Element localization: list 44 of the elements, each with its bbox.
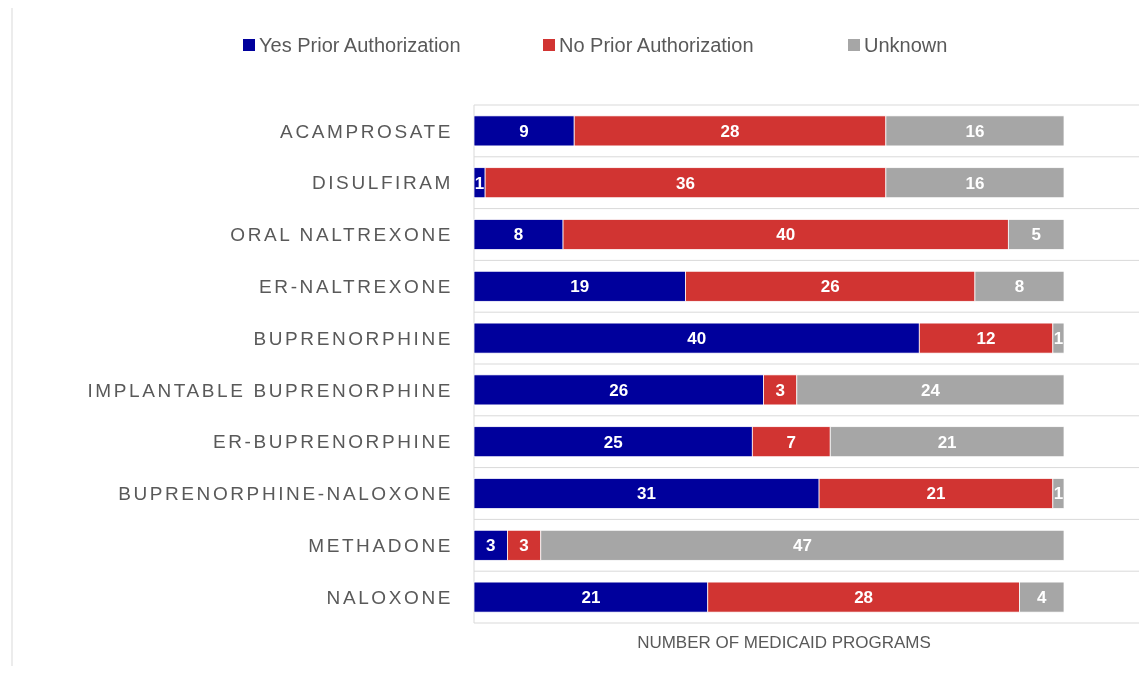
y-tick-label: ER-BUPRENORPHINE [212,431,453,453]
data-label: 3 [519,536,529,556]
data-label: 9 [519,121,529,141]
data-label: 8 [513,225,524,245]
y-tick-label: BUPRENORPHINE [253,327,453,349]
data-label: 25 [603,432,623,452]
legend-label: Yes Prior Authorization [259,34,461,56]
data-label: 26 [609,380,629,400]
data-label: 19 [570,277,590,297]
data-label: 4 [1037,588,1047,608]
data-label: 16 [965,173,985,193]
y-tick-label: ACAMPROSATE [280,120,453,142]
y-tick-label: IMPLANTABLE BUPRENORPHINE [87,379,453,401]
y-tick-label: ER-NALTREXONE [259,275,453,297]
y-tick-label: NALOXONE [326,586,453,608]
data-label: 28 [854,588,874,608]
data-label: 16 [965,121,985,141]
data-label: 40 [687,329,707,349]
data-label: 47 [792,536,812,556]
data-label: 12 [976,329,996,349]
data-label: 40 [776,225,796,245]
data-label: 1 [474,173,485,193]
data-label: 36 [676,173,695,193]
data-label: 31 [637,484,657,504]
data-label: 21 [926,484,946,504]
legend-label: No Prior Authorization [559,34,754,56]
y-tick-label: DISULFIRAM [311,172,453,194]
data-label: 26 [820,277,840,297]
data-label: 1 [1053,484,1064,504]
data-label: 7 [786,432,796,452]
data-label: 28 [720,121,740,141]
data-label: 24 [920,380,941,400]
data-label: 5 [1031,225,1041,245]
y-tick-label: BUPRENORPHINE-NALOXONE [118,483,453,505]
y-tick-label: METHADONE [308,534,453,556]
data-label: 8 [1014,277,1025,297]
data-label: 3 [775,380,785,400]
data-label: 21 [581,588,601,608]
legend-label: Unknown [864,34,948,56]
y-tick-label: ORAL NALTREXONE [230,224,453,246]
data-label: 3 [485,536,496,556]
data-label: 21 [937,432,957,452]
data-label: 1 [1053,329,1064,349]
x-axis-title: NUMBER OF MEDICAID PROGRAMS [637,633,931,652]
